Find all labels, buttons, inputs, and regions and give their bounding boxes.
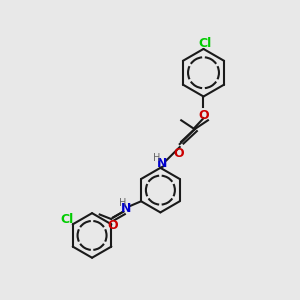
- Text: O: O: [173, 147, 184, 160]
- Text: N: N: [157, 157, 167, 170]
- Text: N: N: [121, 202, 131, 215]
- Text: H: H: [119, 198, 126, 208]
- Text: O: O: [198, 109, 209, 122]
- Text: Cl: Cl: [198, 37, 212, 50]
- Text: H: H: [153, 153, 160, 163]
- Text: Cl: Cl: [61, 213, 74, 226]
- Text: O: O: [107, 219, 118, 232]
